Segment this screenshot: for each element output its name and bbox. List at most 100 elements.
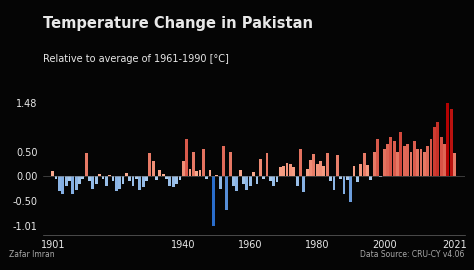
Bar <box>426 146 429 176</box>
Bar <box>91 176 94 189</box>
Bar <box>413 141 416 176</box>
Bar <box>423 151 426 176</box>
Bar <box>105 176 108 186</box>
Bar <box>225 176 228 210</box>
Bar <box>329 176 332 181</box>
Bar <box>101 176 104 179</box>
Bar <box>68 176 71 181</box>
Bar <box>326 153 328 176</box>
Bar <box>333 176 336 190</box>
Bar <box>155 176 158 180</box>
Bar <box>349 176 352 202</box>
Bar <box>443 144 446 176</box>
Bar <box>406 144 409 176</box>
Bar <box>356 176 359 182</box>
Bar <box>72 176 74 194</box>
Bar <box>386 144 389 176</box>
Bar <box>306 169 309 176</box>
Bar <box>175 176 178 184</box>
Bar <box>195 171 198 176</box>
Bar <box>383 149 385 176</box>
Bar <box>246 176 248 190</box>
Bar <box>346 176 349 180</box>
Bar <box>272 176 275 186</box>
Bar <box>299 149 302 176</box>
Bar <box>128 176 131 181</box>
Bar <box>289 164 292 176</box>
Bar <box>55 176 57 179</box>
Bar <box>396 151 399 176</box>
Bar <box>132 176 135 186</box>
Bar <box>249 176 252 186</box>
Bar <box>172 176 174 187</box>
Bar <box>259 159 262 176</box>
Bar <box>366 166 369 176</box>
Bar <box>343 176 346 194</box>
Bar <box>319 161 322 176</box>
Bar <box>148 153 151 176</box>
Bar <box>453 153 456 176</box>
Bar <box>429 139 432 176</box>
Bar <box>390 137 392 176</box>
Bar <box>222 146 225 176</box>
Bar <box>192 151 195 176</box>
Bar <box>373 151 375 176</box>
Bar <box>64 176 67 186</box>
Bar <box>209 170 211 176</box>
Bar <box>236 176 238 191</box>
Bar <box>125 173 128 176</box>
Bar <box>51 171 54 176</box>
Bar <box>316 164 319 176</box>
Text: Relative to average of 1961-1990 [°C]: Relative to average of 1961-1990 [°C] <box>43 54 228 64</box>
Bar <box>142 176 145 187</box>
Bar <box>118 176 121 189</box>
Bar <box>78 176 81 184</box>
Bar <box>440 137 443 176</box>
Bar <box>265 153 268 176</box>
Bar <box>393 141 396 176</box>
Bar <box>165 176 168 179</box>
Bar <box>369 176 372 180</box>
Bar <box>283 166 285 176</box>
Bar <box>82 176 84 179</box>
Bar <box>450 109 453 176</box>
Bar <box>212 176 215 227</box>
Bar <box>179 176 182 180</box>
Bar <box>185 139 188 176</box>
Bar <box>312 154 315 176</box>
Bar <box>252 172 255 176</box>
Bar <box>275 176 278 182</box>
Bar <box>158 170 161 176</box>
Bar <box>122 176 125 184</box>
Bar <box>309 160 312 176</box>
Bar <box>115 176 118 191</box>
Bar <box>202 149 205 176</box>
Bar <box>433 127 436 176</box>
Bar <box>379 176 382 177</box>
Bar <box>255 176 258 184</box>
Bar <box>95 176 98 184</box>
Bar <box>242 176 245 184</box>
Bar <box>199 170 201 176</box>
Bar <box>403 146 406 176</box>
Bar <box>182 161 185 176</box>
Text: Temperature Change in Pakistan: Temperature Change in Pakistan <box>43 16 313 31</box>
Bar <box>322 166 325 176</box>
Bar <box>138 176 141 190</box>
Bar <box>416 149 419 176</box>
Bar <box>339 176 342 179</box>
Bar <box>162 174 164 176</box>
Text: Zafar Imran: Zafar Imran <box>9 250 55 259</box>
Bar <box>85 153 88 176</box>
Bar <box>135 176 138 179</box>
Bar <box>239 170 242 176</box>
Bar <box>400 132 402 176</box>
Bar <box>292 167 295 176</box>
Bar <box>58 176 61 191</box>
Bar <box>229 151 232 176</box>
Bar <box>88 176 91 181</box>
Bar <box>232 176 235 186</box>
Bar <box>410 151 412 176</box>
Bar <box>419 149 422 176</box>
Bar <box>436 122 439 176</box>
